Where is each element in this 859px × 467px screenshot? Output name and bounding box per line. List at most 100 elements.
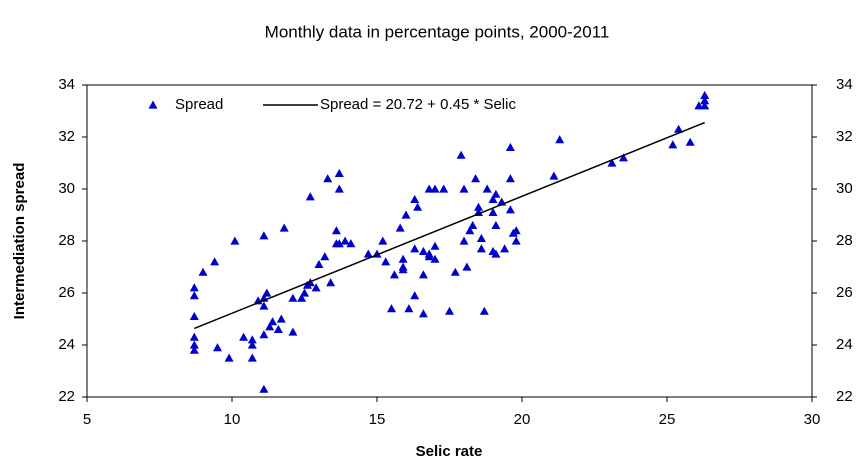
scatter-point: [189, 283, 199, 292]
scatter-point: [268, 317, 278, 326]
scatter-point: [276, 314, 286, 323]
scatter-point: [479, 306, 489, 315]
scatter-point: [259, 301, 269, 310]
scatter-point: [674, 124, 684, 133]
y2-tick-label: 22: [836, 388, 853, 405]
scatter-point: [430, 184, 440, 193]
legend-label: Spread = 20.72 + 0.45 * Selic: [320, 96, 516, 113]
scatter-point: [320, 252, 330, 261]
scatter-point: [424, 184, 434, 193]
scatter-point: [395, 223, 405, 232]
scatter-point: [619, 153, 628, 162]
scatter-point: [189, 340, 199, 349]
y2-tick-label: 34: [836, 76, 853, 93]
scatter-point: [363, 249, 373, 258]
scatter-point: [500, 244, 510, 253]
scatter-point: [259, 384, 269, 393]
scatter-point: [247, 340, 257, 349]
scatter-point: [273, 324, 283, 333]
scatter-point: [482, 184, 492, 193]
scatter-point: [424, 249, 434, 258]
scatter-point: [381, 257, 391, 266]
scatter-point: [305, 192, 315, 201]
y-axis-title: Intermediation spread: [11, 163, 28, 320]
scatter-point: [418, 270, 428, 279]
y-tick-label: 34: [58, 76, 75, 93]
scatter-point: [488, 207, 498, 216]
scatter-point: [210, 257, 220, 266]
y2-tick-label: 26: [836, 284, 853, 301]
scatter-point: [694, 101, 704, 110]
x-tick-label: 5: [83, 411, 91, 428]
scatter-point: [459, 184, 469, 193]
scatter-point: [700, 96, 710, 105]
fit-line: [194, 121, 705, 330]
scatter-point: [398, 265, 408, 274]
scatter-point: [474, 202, 483, 211]
scatter-point: [430, 241, 440, 250]
scatter-point: [430, 254, 440, 263]
scatter-point: [505, 205, 515, 214]
scatter-point: [334, 239, 344, 248]
scatter-point: [488, 194, 498, 203]
scatter-point: [334, 184, 344, 193]
scatter-point: [340, 236, 350, 245]
scatter-point: [300, 288, 309, 297]
y-tick-label: 22: [58, 388, 75, 405]
scatter-point: [410, 194, 420, 203]
scatter-point: [247, 335, 257, 344]
scatter-point: [326, 278, 336, 287]
scatter-point: [259, 330, 269, 339]
scatter-point: [288, 293, 298, 302]
chart-title: Monthly data in percentage points, 2000-…: [265, 22, 610, 41]
scatter-point: [491, 249, 501, 258]
scatter-point: [668, 140, 678, 149]
scatter-point: [346, 239, 356, 248]
scatter-point: [459, 236, 469, 245]
scatter-point: [450, 267, 460, 276]
y-tick-label: 30: [58, 180, 75, 197]
scatter-point: [404, 304, 414, 313]
scatter-point: [491, 220, 501, 229]
scatter-point: [401, 210, 411, 219]
scatter-point: [410, 291, 420, 300]
scatter-point: [410, 244, 420, 253]
scatter-point: [505, 174, 515, 183]
scatter-point: [331, 226, 341, 235]
scatter-point: [279, 223, 289, 232]
y-tick-label: 28: [58, 232, 75, 249]
scatter-point: [476, 244, 486, 253]
scatter-point: [189, 291, 199, 300]
x-tick-label: 25: [659, 411, 676, 428]
y2-tick-label: 32: [836, 128, 853, 145]
scatter-point: [224, 353, 234, 362]
legend-label: Spread: [175, 96, 223, 113]
scatter-point: [468, 220, 478, 229]
scatter-point: [259, 231, 269, 240]
y2-tick-label: 30: [836, 180, 853, 197]
scatter-point: [323, 174, 333, 183]
y2-tick-label: 28: [836, 232, 853, 249]
scatter-point: [247, 353, 257, 362]
scatter-point: [413, 202, 423, 211]
scatter-point: [265, 322, 275, 331]
legend-marker: [148, 100, 158, 109]
scatter-point: [418, 309, 428, 318]
scatter-point: [389, 270, 399, 279]
scatter-point: [439, 184, 449, 193]
scatter-point: [462, 262, 472, 271]
scatter-point: [387, 304, 396, 313]
scatter-point: [334, 168, 344, 177]
scatter-point: [189, 345, 199, 354]
scatter-point: [607, 158, 617, 167]
scatter-point: [297, 293, 307, 302]
x-axis-title: Selic rate: [416, 443, 483, 460]
x-tick-label: 10: [224, 411, 241, 428]
scatter-point: [378, 236, 388, 245]
scatter-point: [230, 236, 240, 245]
scatter-point: [456, 150, 466, 159]
scatter-point: [189, 311, 199, 320]
scatter-point: [398, 254, 408, 263]
scatter-point: [198, 267, 208, 276]
x-tick-label: 15: [369, 411, 386, 428]
